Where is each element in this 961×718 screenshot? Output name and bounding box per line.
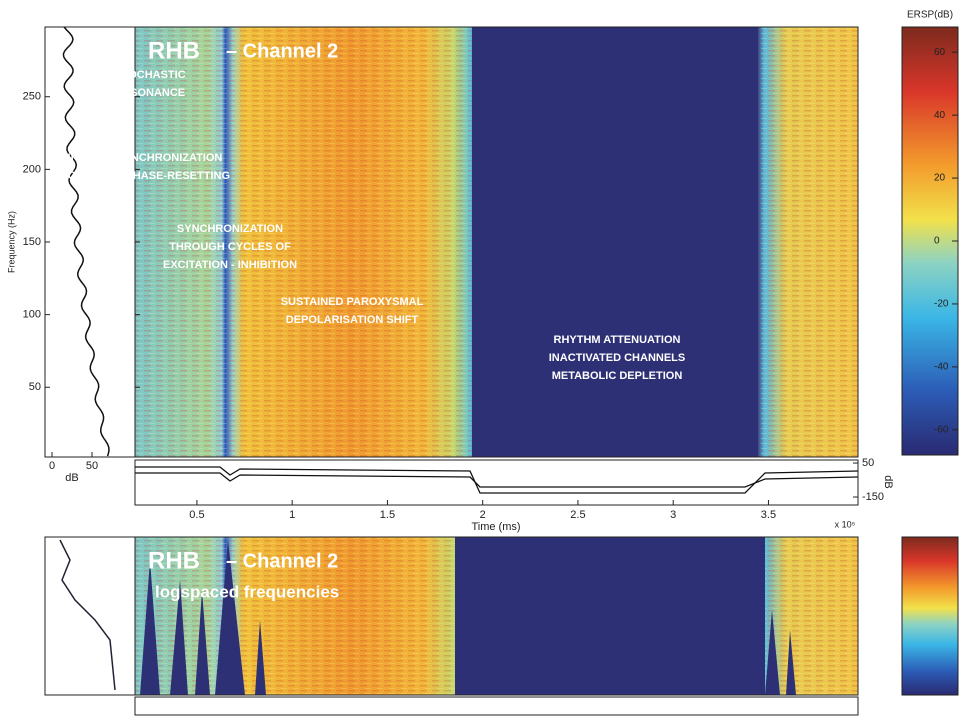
annotation: DEPOLARISATION SHIFT: [286, 314, 419, 326]
trace-tick-label: 50: [862, 457, 874, 469]
trace-label: dB: [882, 475, 894, 488]
y-tick-label: 50: [29, 381, 41, 393]
colorbar-tick-label: -60: [934, 424, 949, 435]
colorbar-tick-label: 20: [934, 173, 946, 184]
profile-label: dB: [65, 472, 78, 484]
x-label: Time (ms): [471, 521, 520, 533]
trace-curve: [135, 467, 858, 493]
annotation: THROUGH CYCLES OF: [169, 241, 291, 253]
subtitle: – Channel 2: [226, 40, 338, 62]
y-tick-label: 150: [23, 236, 41, 248]
y-tick-label: 200: [23, 163, 41, 175]
x-tick-label: 3: [670, 509, 676, 521]
colorbar: [902, 537, 958, 695]
figure: RHB – Channel 2 logspaced frequencies 0.…: [0, 0, 961, 718]
x-tick-label: 3.5: [761, 509, 776, 521]
x-tick-label: 0.5: [189, 509, 204, 521]
depletion-zone: [472, 27, 758, 457]
annotation: OSCILLATOR PHASE-RESETTING: [52, 170, 230, 182]
profile-tick-label: 50: [86, 460, 98, 472]
annotation: SYNCHRONIZATION: [177, 223, 283, 235]
lower-subtitle: – Channel 2: [226, 550, 338, 572]
profile-tick-label: 0: [49, 460, 55, 472]
x-tick-label: 1.5: [380, 509, 395, 521]
bottom-panel: RHB – Channel 2 logspaced frequencies: [45, 537, 958, 715]
annotation: INACTIVATED CHANNELS: [549, 352, 685, 364]
x-tick-label: 1: [289, 509, 295, 521]
y-tick-label: 250: [23, 91, 41, 103]
lower-note: logspaced frequencies: [155, 582, 339, 601]
trace-curve: [135, 473, 858, 487]
profile-curve: [63, 27, 109, 456]
colorbar-tick-label: -20: [934, 299, 949, 310]
colorbar-tick-label: -40: [934, 362, 949, 373]
trace-frame: [135, 697, 858, 715]
depletion-zone: [455, 537, 765, 695]
annotation: RHYTHM ATTENUATION: [554, 334, 681, 346]
annotation: METABOLIC DEPLETION: [552, 370, 683, 382]
colorbar-tick-label: 60: [934, 47, 946, 58]
annotation: STOCHASTIC: [114, 69, 185, 81]
annotation: EXCITATION - INHIBITION: [163, 259, 297, 271]
title: RHB: [148, 37, 200, 64]
annotation: SUSTAINED PAROXYSMAL: [281, 296, 424, 308]
annotation: RESONANCE: [115, 87, 185, 99]
trace-frame: [135, 460, 858, 505]
y-tick-label: 100: [23, 309, 41, 321]
lower-title: RHB: [148, 547, 200, 574]
x-scale-label: x 10⁵: [835, 519, 856, 529]
profile-curve: [60, 540, 115, 690]
colorbar: [902, 27, 958, 455]
colorbar-label: ERSP(dB): [907, 10, 953, 21]
annotation: INITIAL DESYNCHRONIZATION: [60, 152, 223, 164]
trace-tick-label: -150: [862, 491, 884, 503]
x-tick-label: 2: [480, 509, 486, 521]
x-tick-label: 2.5: [570, 509, 585, 521]
y-label: Frequency (Hz): [6, 211, 16, 273]
colorbar-tick-label: 40: [934, 110, 946, 121]
colorbar-tick-label: 0: [934, 236, 940, 247]
